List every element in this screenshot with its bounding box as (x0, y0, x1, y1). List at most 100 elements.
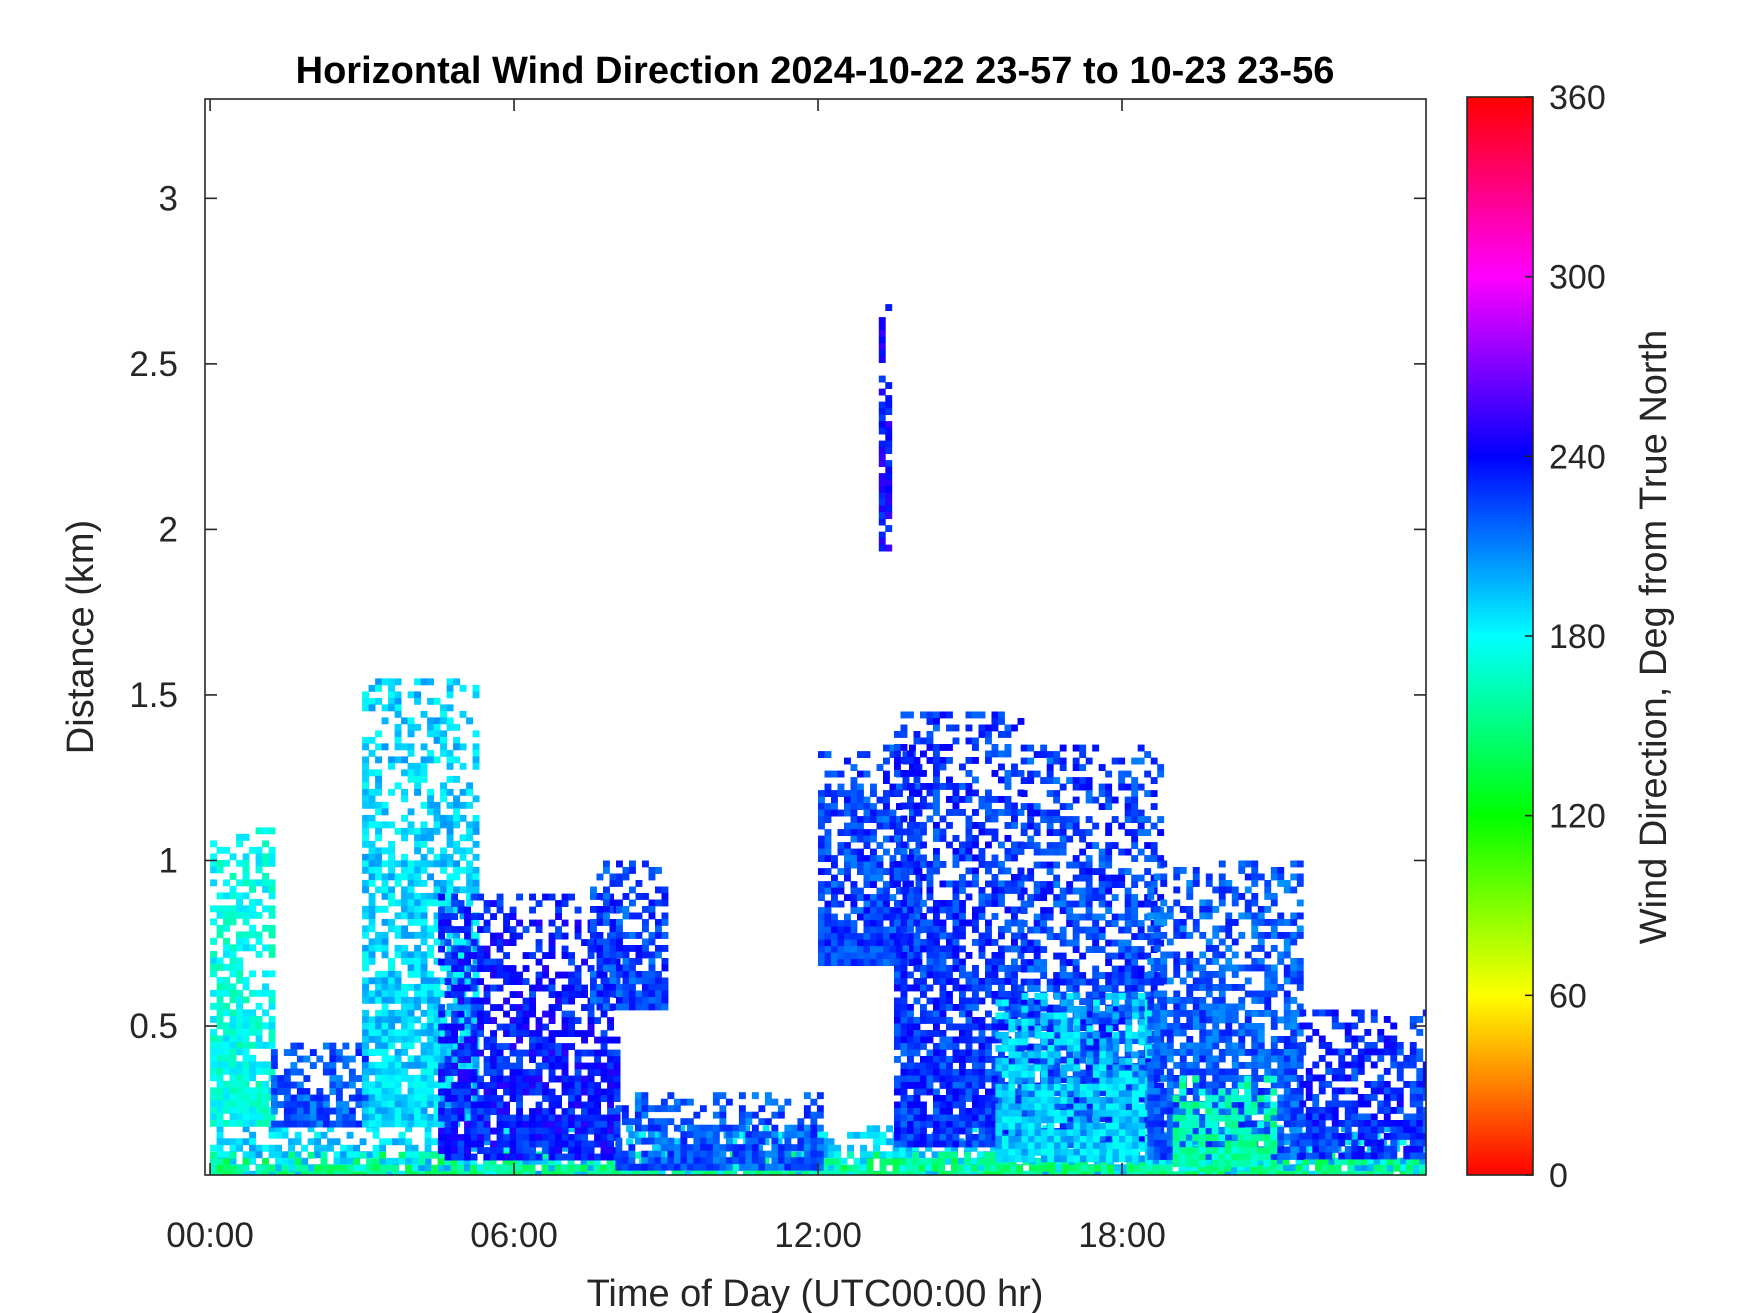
heatmap-cell (816, 1111, 824, 1119)
heatmap-cell (453, 1003, 460, 1011)
heatmap-cell (516, 919, 523, 927)
heatmap-cell (655, 984, 662, 991)
heatmap-cell (946, 952, 953, 959)
heatmap-cell (1373, 1164, 1381, 1172)
heatmap-cell (915, 783, 923, 791)
heatmap-cell (288, 1171, 295, 1175)
heatmap-cell (329, 1062, 337, 1069)
heatmap-cell (420, 1087, 428, 1095)
heatmap-cell (407, 951, 415, 959)
heatmap-cell (870, 868, 877, 875)
heatmap-cell (593, 1157, 601, 1165)
heatmap-cell (459, 710, 467, 718)
heatmap-cell (810, 1163, 818, 1171)
heatmap-cell (831, 894, 838, 901)
heatmap-cell (568, 1088, 575, 1096)
heatmap-cell (535, 1030, 543, 1037)
heatmap-cell (427, 1094, 434, 1102)
heatmap-cell (210, 1028, 217, 1036)
heatmap-cell (978, 997, 986, 1005)
heatmap-cell (959, 1095, 966, 1102)
heatmap-cell (216, 1054, 224, 1062)
heatmap-cell (236, 1002, 243, 1010)
heatmap-cell (440, 1016, 447, 1024)
heatmap-cell (548, 1101, 556, 1109)
heatmap-cell (464, 1082, 471, 1089)
heatmap-cell (451, 1153, 458, 1161)
heatmap-cell (607, 1036, 614, 1044)
heatmap-cell (1004, 770, 1012, 777)
heatmap-cell (606, 1164, 614, 1172)
heatmap-cell (784, 1157, 792, 1165)
heatmap-cell (414, 1094, 421, 1102)
heatmap-cell (516, 1062, 523, 1070)
heatmap-cell (863, 809, 871, 817)
heatmap-cell (496, 1043, 504, 1050)
heatmap-cell (889, 939, 897, 947)
heatmap-cell (249, 970, 256, 978)
heatmap-cell (609, 938, 617, 946)
heatmap-cell (210, 950, 217, 958)
heatmap-cell (879, 1131, 887, 1139)
heatmap-cell (431, 1164, 438, 1172)
heatmap-cell (915, 855, 923, 862)
heatmap-cell (420, 1074, 428, 1082)
heatmap-cell (606, 1158, 614, 1166)
heatmap-cell (574, 1134, 582, 1141)
heatmap-cell (362, 853, 369, 861)
heatmap-cell (1178, 1164, 1186, 1172)
heatmap-cell (648, 977, 656, 985)
heatmap-cell (472, 730, 480, 738)
heatmap-cell (1004, 919, 1012, 927)
heatmap-cell (362, 996, 369, 1004)
heatmap-cell (629, 886, 636, 894)
heatmap-cell (236, 1138, 243, 1146)
heatmap-cell (223, 1093, 230, 1101)
heatmap-cell (899, 1144, 906, 1152)
heatmap-cell (529, 991, 536, 998)
heatmap-cell (1315, 1164, 1322, 1172)
heatmap-cell (322, 1114, 330, 1121)
heatmap-cell (414, 1016, 421, 1024)
heatmap-cell (503, 1043, 510, 1050)
heatmap-cell (590, 932, 597, 939)
heatmap-cell (314, 1138, 321, 1146)
heatmap-cell (613, 1069, 621, 1076)
heatmap-cell (913, 945, 921, 953)
heatmap-cell (446, 1074, 454, 1082)
heatmap-cell (472, 814, 480, 822)
heatmap-cell (242, 911, 250, 919)
heatmap-cell (926, 802, 934, 810)
heatmap-cell (857, 907, 864, 914)
heatmap-cell (596, 932, 604, 939)
heatmap-cell (642, 997, 649, 1004)
heatmap-cell (388, 970, 395, 978)
heatmap-cell (463, 1164, 471, 1172)
heatmap-cell (548, 1140, 556, 1148)
heatmap-cell (985, 1101, 992, 1109)
heatmap-cell (394, 977, 402, 985)
heatmap-cell (362, 1042, 369, 1050)
heatmap-cell (660, 1098, 668, 1106)
heatmap-cell (290, 1081, 298, 1089)
heatmap-cell (548, 932, 556, 940)
heatmap-cell (451, 1069, 458, 1076)
heatmap-cell (362, 691, 369, 699)
heatmap-cell (889, 855, 897, 862)
heatmap-cell (427, 860, 434, 868)
heatmap-cell (818, 790, 825, 797)
heatmap-cell (771, 1163, 779, 1171)
heatmap-cell (810, 1098, 818, 1106)
heatmap-cell (420, 996, 428, 1004)
heatmap-cell (704, 1171, 711, 1175)
heatmap-cell (353, 1171, 360, 1175)
heatmap-cell (972, 1088, 979, 1096)
heatmap-cell (661, 1003, 669, 1011)
heatmap-cell (229, 1015, 237, 1023)
heatmap-cell (496, 1004, 504, 1011)
heatmap-cell (764, 1118, 772, 1126)
heatmap-cell (642, 893, 649, 900)
heatmap-cell (712, 1137, 720, 1145)
heatmap-cell (394, 723, 402, 731)
heatmap-cell (613, 1036, 621, 1044)
